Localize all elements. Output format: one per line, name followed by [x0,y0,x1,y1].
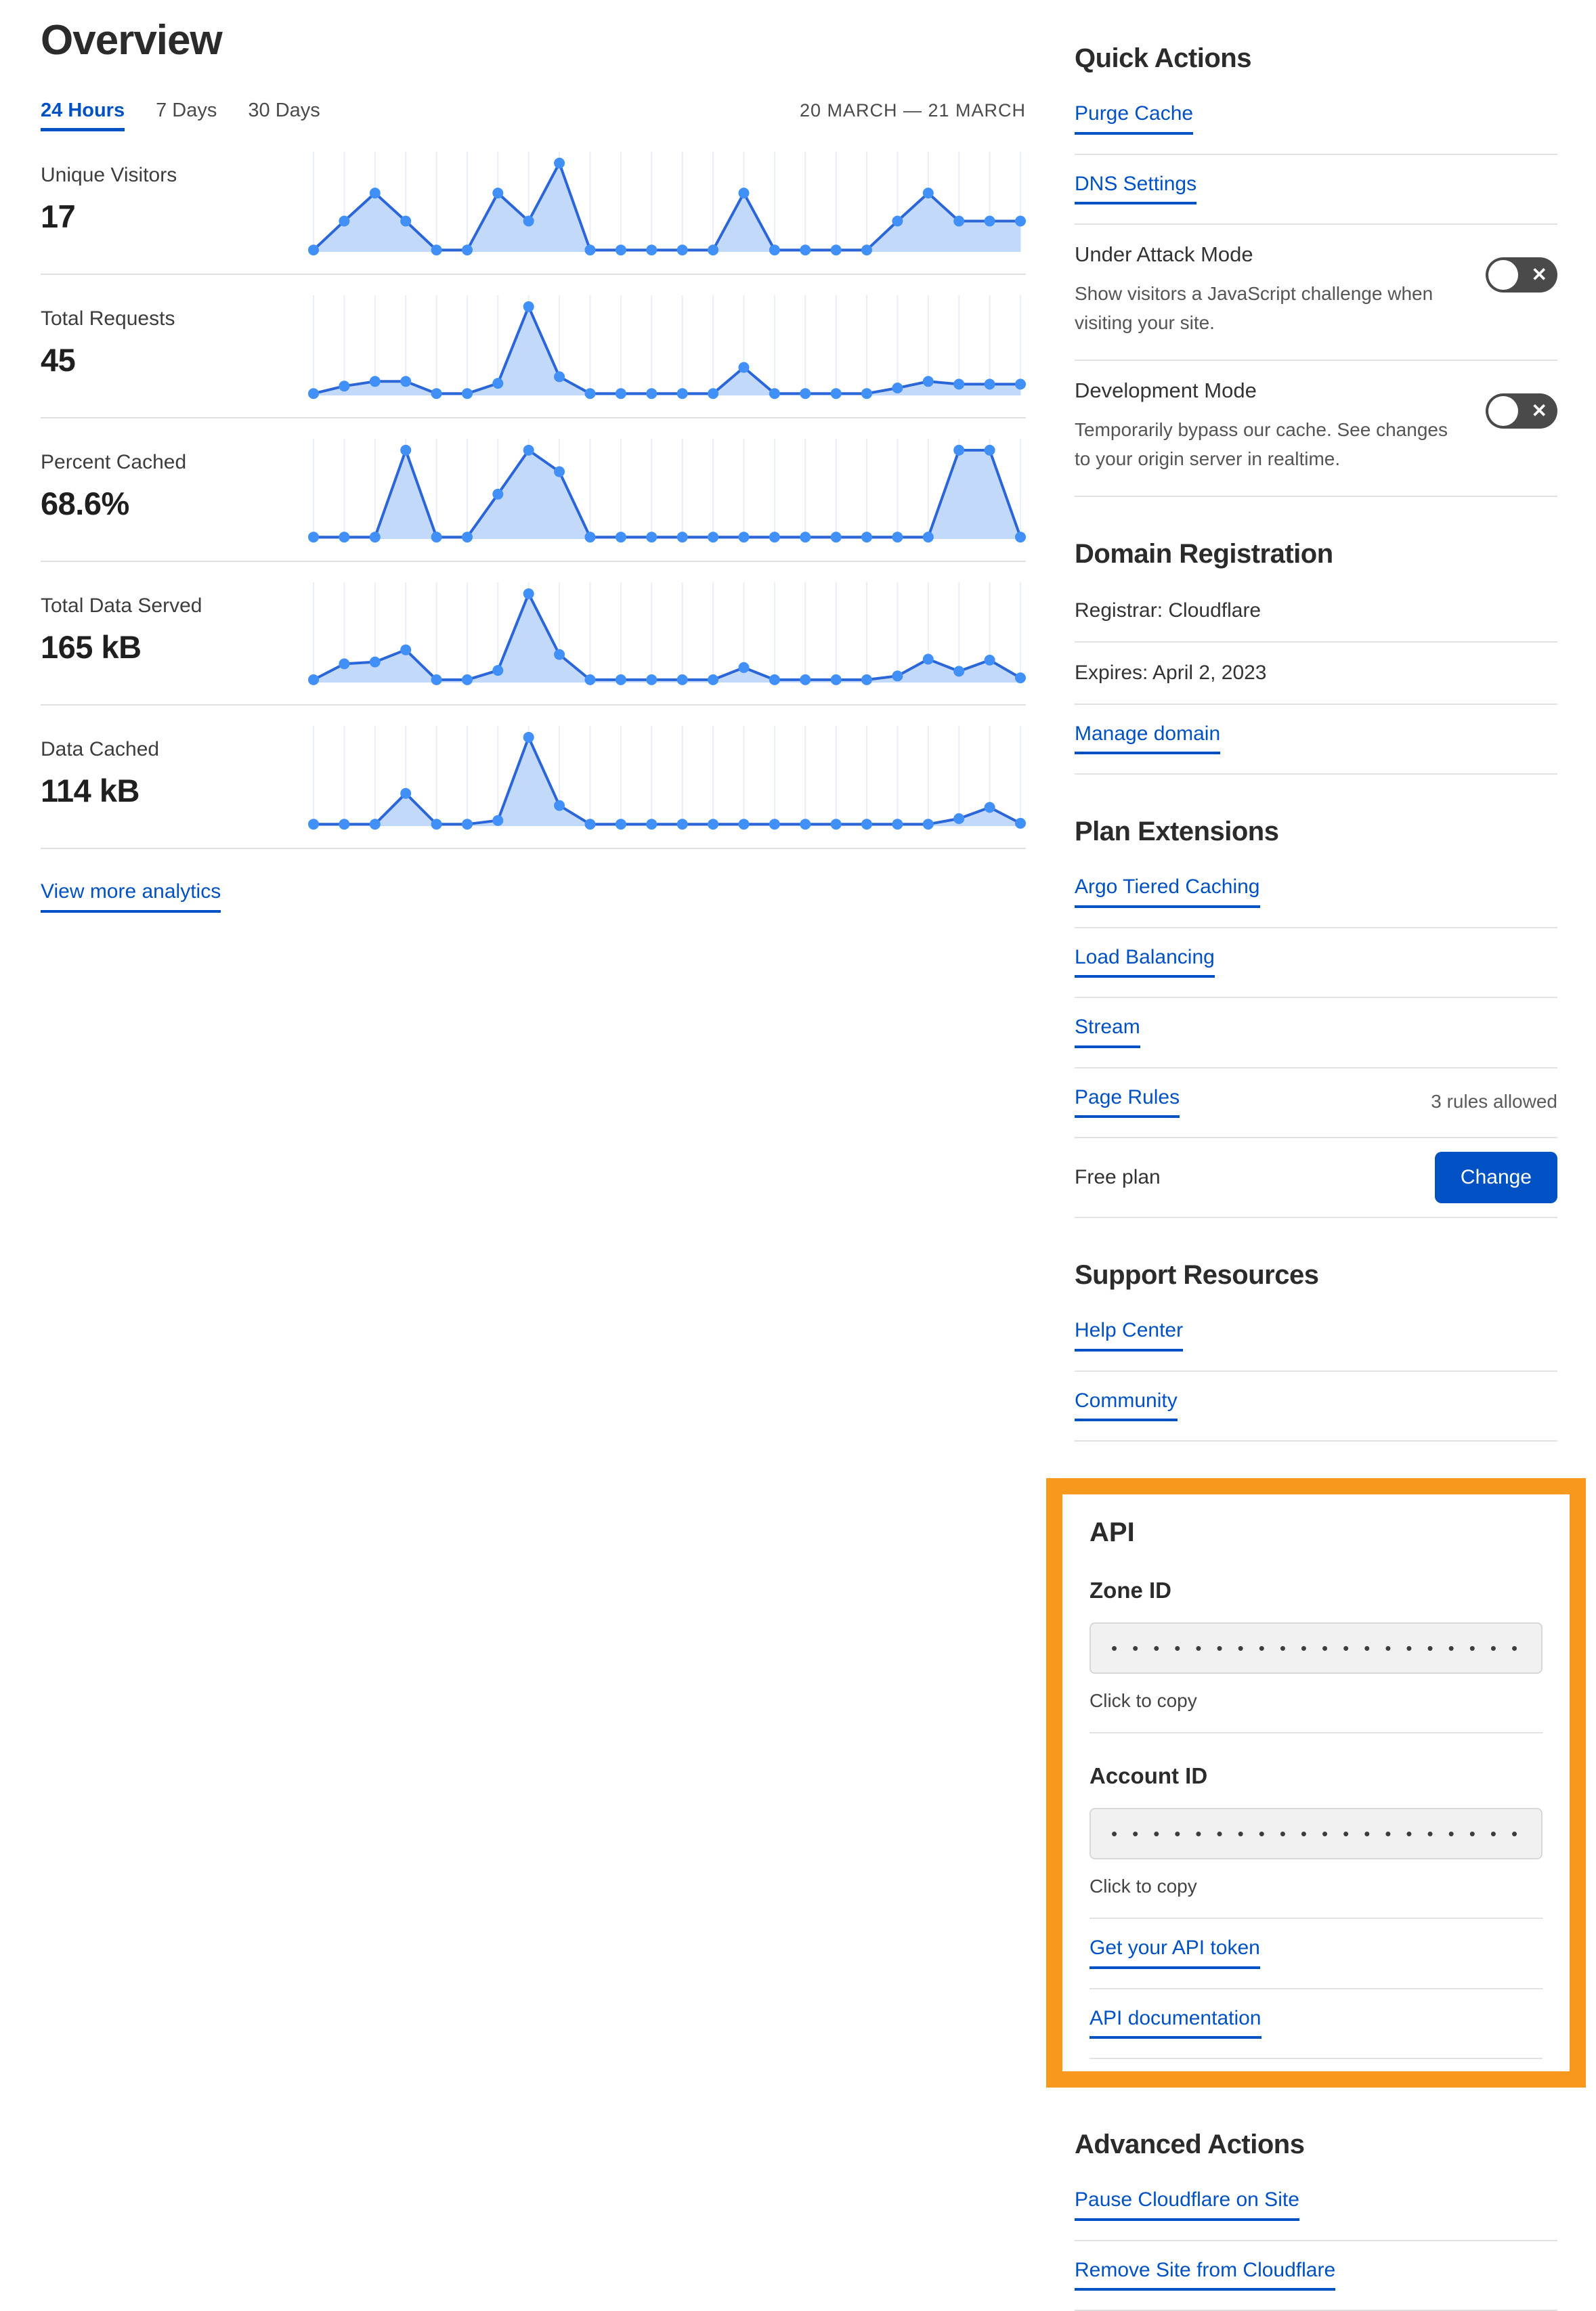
chart-label: Total Requests [41,307,175,330]
chart-value: 114 kB [41,773,139,808]
account-id-field[interactable]: ••••••••••••••••••••••••••• [1090,1808,1543,1860]
plan-name-label: Free plan [1075,1166,1161,1189]
toggle-knob [1488,395,1518,426]
under-attack-mode-row: Under Attack Mode Show visitors a JavaSc… [1075,225,1557,361]
sidebar: Quick Actions Purge Cache DNS Settings U… [1046,0,1586,2311]
chart-label-col: Total Data Served 165 kB [41,562,308,704]
chart-label-col: Total Requests 45 [41,275,308,417]
argo-tiered-caching-link[interactable]: Argo Tiered Caching [1075,876,1260,908]
view-more-analytics-link[interactable]: View more analytics [41,880,221,913]
purge-cache-row: Purge Cache [1075,85,1557,155]
dns-settings-row: DNS Settings [1075,155,1557,225]
tab-7-days[interactable]: 7 Days [156,100,217,121]
zone-id-field[interactable]: ••••••••••••••••••••••••••• [1090,1622,1543,1675]
toggle-off-x-icon: ✕ [1531,264,1547,285]
tab-24-hours[interactable]: 24 Hours [41,100,125,131]
chart-label-col: Unique Visitors 17 [41,131,308,274]
pause-cloudflare-link[interactable]: Pause Cloudflare on Site [1075,2188,1299,2221]
argo-tiered-caching-row: Argo Tiered Caching [1075,858,1557,928]
zone-id-masked-value: ••••••••••••••••••••••••••• [1111,1639,1521,1658]
plan-row: Free plan Change [1075,1138,1557,1219]
plan-extensions-heading: Plan Extensions [1075,817,1279,847]
development-mode-toggle[interactable]: ✕ [1486,393,1557,429]
chart-value: 17 [41,198,76,234]
chart-label: Unique Visitors [41,164,177,186]
sparkline-total-data-served [308,562,1026,704]
page-rules-link[interactable]: Page Rules [1075,1086,1180,1119]
remove-site-link[interactable]: Remove Site from Cloudflare [1075,2259,1336,2291]
development-mode-text: Development Mode Temporarily bypass our … [1075,379,1486,474]
analytics-main-column: Overview 24 Hours 7 Days 30 Days 20 MARC… [41,0,1026,2311]
get-api-token-row: Get your API token [1090,1919,1543,1989]
under-attack-mode-text: Under Attack Mode Show visitors a JavaSc… [1075,242,1486,338]
purge-cache-link[interactable]: Purge Cache [1075,102,1194,135]
account-id-label: Account ID [1090,1763,1208,1789]
change-plan-button[interactable]: Change [1434,1152,1557,1204]
sparkline-percent-cached [308,418,1026,561]
sparkline-total-requests [308,275,1026,417]
pause-cloudflare-row: Pause Cloudflare on Site [1075,2171,1557,2241]
page-title: Overview [41,17,223,64]
api-heading: API [1090,1517,1135,1548]
quick-actions-heading: Quick Actions [1075,43,1251,73]
development-mode-row: Development Mode Temporarily bypass our … [1075,361,1557,497]
community-link[interactable]: Community [1075,1389,1178,1422]
api-documentation-link[interactable]: API documentation [1090,2007,1261,2039]
manage-domain-row: Manage domain [1075,705,1557,775]
account-id-masked-value: ••••••••••••••••••••••••••• [1111,1825,1521,1843]
api-documentation-row: API documentation [1090,1989,1543,2060]
load-balancing-link[interactable]: Load Balancing [1075,946,1215,978]
chart-label: Total Data Served [41,595,202,617]
page-rules-allowance: 3 rules allowed [1431,1091,1557,1113]
development-mode-description: Temporarily bypass our cache. See change… [1075,418,1448,470]
registrar-row: Registrar: Cloudflare [1075,580,1557,643]
zone-id-click-to-copy: Click to copy [1090,1690,1543,1734]
support-resources-heading: Support Resources [1075,1260,1319,1291]
chart-label: Percent Cached [41,451,187,473]
get-api-token-link[interactable]: Get your API token [1090,1937,1260,1969]
sparkline-unique-visitors [308,131,1026,274]
domain-registration-heading: Domain Registration [1075,538,1333,569]
toggle-off-x-icon: ✕ [1531,399,1547,421]
page-rules-row: Page Rules 3 rules allowed [1075,1068,1557,1139]
stream-link[interactable]: Stream [1075,1016,1140,1048]
chart-row-total-requests: Total Requests 45 [41,275,1026,418]
tab-30-days[interactable]: 30 Days [248,100,320,121]
help-center-link[interactable]: Help Center [1075,1319,1184,1352]
zone-id-label: Zone ID [1090,1578,1171,1603]
development-mode-label: Development Mode [1075,378,1257,402]
chart-row-percent-cached: Percent Cached 68.6% [41,418,1026,562]
time-range-tabs: 24 Hours 7 Days 30 Days 20 MARCH — 21 MA… [41,100,1026,131]
community-row: Community [1075,1372,1557,1442]
chart-label-col: Data Cached 114 kB [41,706,308,848]
toggle-knob [1488,260,1518,290]
chart-row-unique-visitors: Unique Visitors 17 [41,131,1026,275]
dns-settings-link[interactable]: DNS Settings [1075,173,1197,204]
chart-value: 45 [41,342,76,378]
view-more-row: View more analytics [41,880,1026,913]
under-attack-mode-description: Show visitors a JavaScript challenge whe… [1075,283,1433,334]
account-id-click-to-copy: Click to copy [1090,1876,1543,1920]
chart-label-col: Percent Cached 68.6% [41,418,308,561]
chart-label: Data Cached [41,738,160,760]
sparkline-data-cached [308,706,1026,848]
load-balancing-row: Load Balancing [1075,928,1557,999]
under-attack-mode-toggle[interactable]: ✕ [1486,257,1557,293]
stream-row: Stream [1075,998,1557,1068]
chart-value: 165 kB [41,629,142,665]
advanced-actions-heading: Advanced Actions [1075,2130,1305,2160]
chart-row-total-data-served: Total Data Served 165 kB [41,562,1026,706]
help-center-row: Help Center [1075,1301,1557,1372]
expires-row: Expires: April 2, 2023 [1075,643,1557,705]
date-range-label: 20 MARCH — 21 MARCH [799,100,1026,121]
chart-value: 68.6% [41,485,129,521]
chart-row-data-cached: Data Cached 114 kB [41,706,1026,849]
under-attack-mode-label: Under Attack Mode [1075,242,1253,266]
remove-site-row: Remove Site from Cloudflare [1075,2241,1557,2311]
api-section-highlight-box: API Zone ID ••••••••••••••••••••••••••• … [1046,1478,1586,2088]
manage-domain-link[interactable]: Manage domain [1075,722,1221,755]
